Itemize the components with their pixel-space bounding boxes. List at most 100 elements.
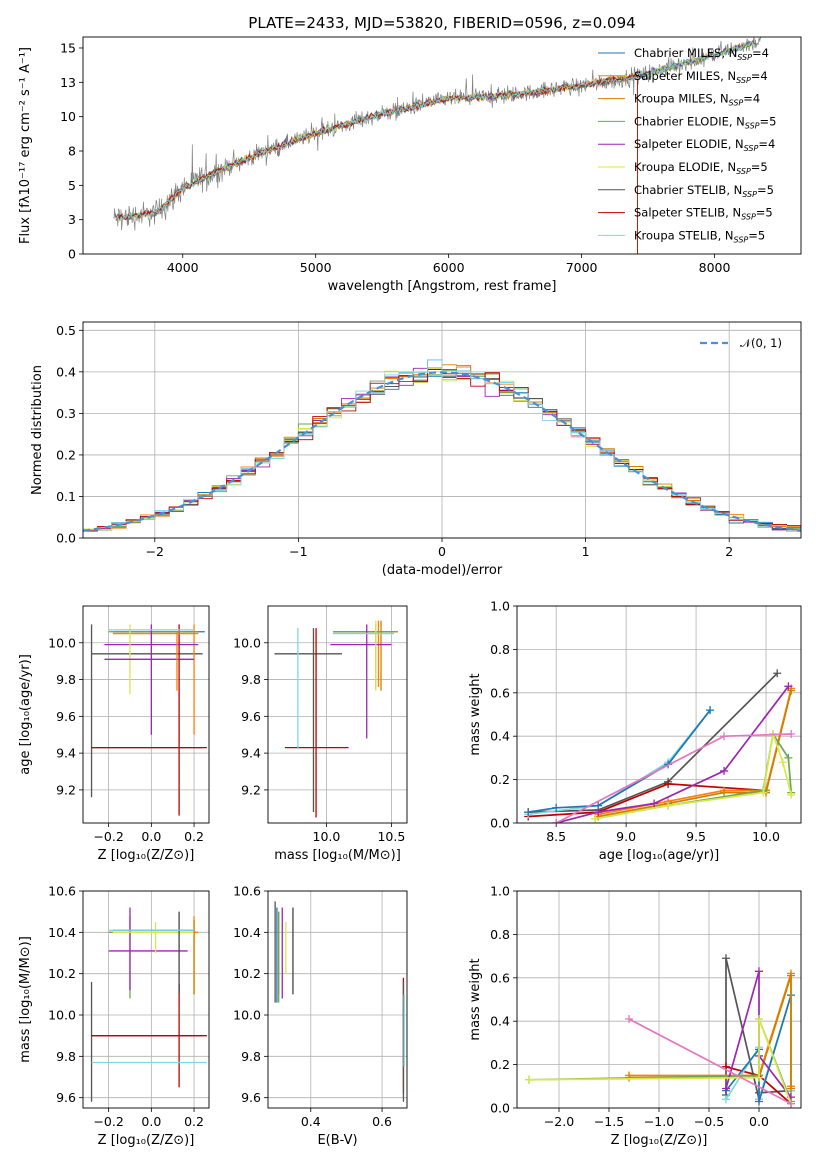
- weight-marker: [778, 758, 787, 767]
- weight-marker: [594, 808, 603, 817]
- legend-label: Kroupa ELODIE, N: [634, 160, 736, 174]
- legend-entry-8: Kroupa STELIB, NSSP=5: [634, 228, 765, 244]
- y-tick-label: 0.0: [490, 1101, 510, 1116]
- weight-marker: [524, 808, 533, 817]
- y-tick-label: 9.2: [241, 782, 261, 797]
- y-tick-label: 5: [68, 178, 76, 193]
- legend-entry-1: Salpeter MILES, NSSP=4: [634, 69, 768, 85]
- weight-marker: [720, 732, 729, 741]
- plot-area: [525, 954, 795, 1108]
- legend-label-normal: 𝒩(0, 1): [740, 336, 782, 350]
- legend-entry-4: Salpeter ELODIE, NSSP=4: [634, 137, 775, 153]
- y-tick-label: 10.2: [48, 966, 76, 981]
- legend-label: Chabrier ELODIE, N: [634, 114, 745, 128]
- observed-spectrum: [113, 37, 762, 231]
- legend-subscript: SSP: [734, 235, 749, 244]
- panel-weight_vs_Z: −2.0 −1.5 −1.0 −0.5 0.0 0.0 0.2 0.4 0.6 0.8 1.0 Z […: [468, 884, 802, 1148]
- legend-entry-6: Chabrier STELIB, NSSP=5: [634, 183, 774, 199]
- y-tick-label: 0.4: [490, 1014, 510, 1029]
- legend-subscript: SSP: [745, 121, 760, 130]
- weight-marker: [755, 1015, 763, 1024]
- y-tick-label: 9.4: [56, 746, 76, 761]
- y-tick-label: 0.8: [490, 927, 510, 942]
- model-spectrum-7: [115, 73, 638, 254]
- x-axis-label: wavelength [Angstrom, rest frame]: [328, 279, 557, 294]
- normal-reference-curve: [83, 371, 801, 532]
- y-tick-label: 15: [60, 40, 76, 55]
- x-axis-label: Z [log₁₀(Z/Z⊙)]: [98, 848, 195, 863]
- x-tick-label: 0.0: [141, 1114, 161, 1129]
- y-tick-label: 0: [68, 247, 76, 262]
- weight-marker: [722, 1084, 730, 1093]
- x-tick-label: 0.6: [372, 1114, 392, 1129]
- axes-frame: [267, 890, 408, 1109]
- y-tick-label: 10.0: [233, 1008, 261, 1023]
- weight-marker: [787, 1084, 795, 1093]
- plot-area: [274, 901, 405, 1102]
- legend-count: =4: [758, 137, 775, 151]
- y-tick-label: 3: [68, 212, 76, 227]
- y-axis-label: Normed distribution: [30, 365, 45, 495]
- y-tick-label: 9.4: [241, 746, 261, 761]
- weight-marker: [552, 819, 561, 823]
- legend-entry-0: Chabrier MILES, NSSP=4: [634, 46, 769, 62]
- panel-weight_vs_age: 8.5 9.0 9.5 10.0 0.0 0.2 0.4 0.6 0.8 1.0 age [log₁…: [468, 599, 802, 863]
- axes-frame: [82, 36, 802, 255]
- y-tick-label: 9.8: [241, 1049, 261, 1064]
- errorbar-point: [91, 984, 207, 1088]
- plot-area: [274, 620, 398, 818]
- x-axis-label: (data-model)/error: [382, 563, 503, 578]
- y-tick-label: 0.2: [56, 447, 76, 462]
- weight-series-4: [629, 973, 792, 1087]
- histogram-8: [83, 359, 801, 535]
- y-axis-label: age [log₁₀(age/yr)]: [18, 654, 33, 775]
- model-spectrum-8: [115, 40, 755, 221]
- errorbar-point: [112, 624, 199, 735]
- x-tick-label: 10.0: [752, 829, 780, 844]
- x-tick-label: 0.2: [184, 829, 204, 844]
- errorbar-point: [91, 624, 207, 816]
- y-tick-label: 0.4: [490, 729, 510, 744]
- weight-marker: [625, 1015, 633, 1024]
- legend-count: =4: [743, 92, 760, 106]
- legend-entry-3: Chabrier ELODIE, NSSP=5: [634, 114, 776, 130]
- weight-marker: [591, 814, 600, 823]
- x-tick-label: 6000: [433, 260, 465, 275]
- legend-label: Salpeter ELODIE, N: [634, 137, 744, 151]
- panel-spectrum: 4000 5000 6000 7000 8000 0 3 5 8 10 13 15 wavelength…: [18, 36, 802, 294]
- y-tick-label: 0.0: [56, 531, 76, 546]
- x-tick-label: 8000: [699, 260, 731, 275]
- y-tick-label: 9.2: [56, 782, 76, 797]
- weight-marker: [722, 954, 730, 963]
- x-tick-label: 0.0: [749, 1114, 769, 1129]
- legend-count: =5: [748, 228, 765, 242]
- y-axis-label: mass [log₁₀(M/M⊙)]: [18, 936, 33, 1063]
- y-tick-label: 9.6: [56, 1090, 76, 1105]
- x-tick-label: 10.0: [313, 829, 341, 844]
- y-tick-label: 1.0: [490, 884, 510, 899]
- errorbar-point: [104, 624, 199, 735]
- legend-label: Salpeter STELIB, N: [634, 206, 741, 220]
- x-tick-label: 10.5: [377, 829, 405, 844]
- weight-marker: [755, 967, 763, 976]
- plot-area: [83, 359, 801, 535]
- x-tick-label: 7000: [566, 260, 598, 275]
- y-axis-label: mass weight: [468, 673, 483, 755]
- legend-subscript: SSP: [737, 53, 752, 62]
- legend-subscript: SSP: [736, 167, 751, 176]
- plot-area: [90, 907, 207, 1102]
- errorbar-point: [284, 628, 349, 818]
- x-tick-label: 9.0: [616, 829, 636, 844]
- plot-area: [524, 669, 796, 823]
- errorbar-point: [332, 620, 398, 687]
- x-axis-label: E(B-V): [317, 1133, 357, 1148]
- figure-title: PLATE=2433, MJD=53820, FIBERID=0596, z=0…: [248, 14, 635, 32]
- legend-count: =5: [757, 183, 774, 197]
- weight-marker: [787, 730, 796, 739]
- panel-age_vs_mass: 10.0 10.5 9.2 9.4 9.6 9.8 10.0 mass [log₁₀(M/M⊙…: [233, 605, 408, 863]
- legend-subscript: SSP: [744, 144, 759, 153]
- weight-series-8: [528, 1018, 792, 1105]
- legend-entry-5: Kroupa ELODIE, NSSP=5: [634, 160, 768, 176]
- weight-marker: [722, 1095, 730, 1104]
